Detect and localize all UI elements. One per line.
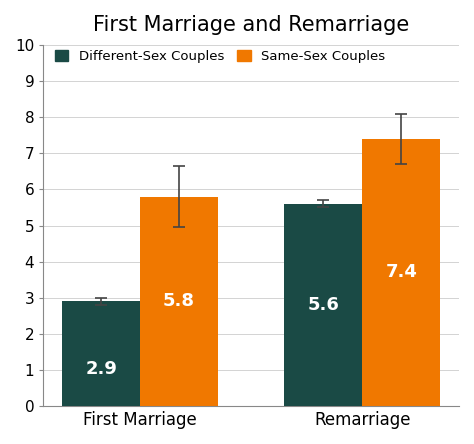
Bar xyxy=(140,197,218,406)
Legend: Different-Sex Couples, Same-Sex Couples: Different-Sex Couples, Same-Sex Couples xyxy=(50,44,391,68)
Title: First Marriage and Remarriage: First Marriage and Remarriage xyxy=(93,15,409,35)
Text: 2.9: 2.9 xyxy=(85,361,117,378)
Bar xyxy=(62,301,140,406)
Bar xyxy=(362,139,440,406)
Bar xyxy=(284,204,362,406)
Text: 5.6: 5.6 xyxy=(308,296,339,314)
Text: 7.4: 7.4 xyxy=(385,263,417,281)
Text: 5.8: 5.8 xyxy=(163,293,195,310)
